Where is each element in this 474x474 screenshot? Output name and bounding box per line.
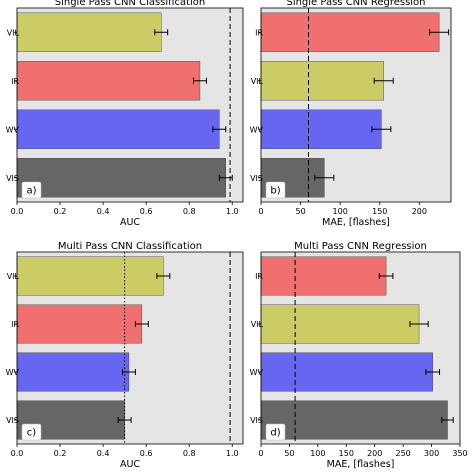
y-tick-label-wv: WV: [6, 125, 20, 134]
x-tick-label: 100: [333, 207, 348, 216]
x-tick-label: 0.2: [54, 207, 67, 216]
y-tick-label-vis: VIS: [6, 174, 19, 183]
x-tick-label: 350: [452, 449, 467, 458]
y-tick-label-wv: WV: [250, 125, 264, 134]
x-tick-label: 0.0: [11, 449, 24, 458]
bar-ir: [260, 256, 387, 296]
x-tick-label: 0.6: [140, 207, 153, 216]
bar-wv: [260, 109, 382, 149]
panel-label: c): [27, 428, 36, 439]
y-tick-label-ir: IR: [255, 272, 263, 281]
x-tick-label: 0.0: [11, 207, 24, 216]
x-tick-label: 300: [424, 449, 439, 458]
x-tick-label: 150: [339, 449, 354, 458]
panel-label: d): [270, 428, 280, 439]
x-tick-label: 200: [412, 207, 427, 216]
x-axis-label: AUC: [120, 217, 140, 228]
bar-vil: [16, 12, 162, 52]
panel-label-box: [21, 181, 42, 199]
x-tick-label: 0.8: [183, 207, 196, 216]
x-tick-label: 0: [258, 207, 263, 216]
x-axis-label: MAE, [flashes]: [322, 217, 390, 228]
chart-title: Multi Pass CNN Classification: [58, 241, 202, 252]
y-tick-label-vis: VIS: [250, 416, 263, 425]
chart-title: Single Pass CNN Regression: [286, 0, 425, 8]
y-tick-label-vis: VIS: [6, 416, 19, 425]
bar-vis: [16, 158, 226, 198]
x-tick-label: 0.8: [183, 449, 196, 458]
x-tick-label: 100: [310, 449, 325, 458]
bar-ir: [260, 12, 440, 52]
x-tick-label: 200: [367, 449, 382, 458]
x-tick-label: 1.0: [226, 449, 239, 458]
y-tick-label-vil: VIL: [7, 28, 20, 37]
bar-vil: [260, 61, 384, 101]
y-tick-label-vil: VIL: [251, 77, 264, 86]
bar-vil: [16, 256, 164, 296]
y-tick-label-ir: IR: [11, 77, 19, 86]
panel-multi-pass-classification: Multi Pass CNN Classification VIL IR WV VIS 0…: [6, 241, 244, 470]
panel-label-box: [21, 423, 42, 441]
bar-wv: [16, 109, 220, 149]
x-tick-label: 50: [284, 449, 294, 458]
x-tick-label: 0.2: [54, 449, 67, 458]
panel-label-box: [265, 181, 286, 199]
x-tick-label: 0: [258, 449, 263, 458]
axes-frame: [260, 251, 461, 445]
bar-ir: [16, 304, 143, 344]
bar-wv: [260, 352, 433, 392]
chart-title: Multi Pass CNN Regression: [294, 241, 427, 252]
y-tick-label-ir: IR: [11, 320, 19, 329]
y-tick-label-wv: WV: [250, 368, 264, 377]
panel-label-box: [265, 423, 286, 441]
x-tick-label: 0.4: [97, 449, 110, 458]
x-tick-label: 1.0: [226, 207, 239, 216]
x-tick-label: 150: [372, 207, 387, 216]
y-tick-label-vil: VIL: [251, 320, 264, 329]
axes-frame: [16, 7, 244, 203]
chart-title: Single Pass CNN Classification: [55, 0, 206, 8]
panel-label: b): [270, 186, 280, 197]
bar-vil: [260, 304, 420, 344]
x-tick-label: 0.6: [140, 449, 153, 458]
y-tick-label-vis: VIS: [250, 174, 263, 183]
x-tick-label: 50: [295, 207, 305, 216]
x-axis-label: MAE, [flashes]: [327, 459, 395, 470]
y-tick-label-wv: WV: [6, 368, 20, 377]
x-axis-label: AUC: [120, 459, 140, 470]
x-tick-label: 0.4: [97, 207, 110, 216]
y-tick-label-ir: IR: [255, 28, 263, 37]
axes-frame: [260, 7, 452, 203]
bar-wv: [16, 352, 130, 392]
x-tick-label: 250: [396, 449, 411, 458]
panel-single-pass-regression: Single Pass CNN Regression IR VIL WV VIS 0 50 1…: [250, 0, 452, 228]
panel-single-pass-classification: Single Pass CNN Classification VIL IR WV VIS…: [6, 0, 244, 228]
panel-label: a): [26, 186, 36, 197]
axes-frame: [16, 251, 244, 445]
bar-ir: [16, 61, 201, 101]
panel-multi-pass-regression: Multi Pass CNN Regression IR VIL WV VIS 0 50 10…: [250, 241, 468, 470]
y-tick-label-vil: VIL: [7, 272, 20, 281]
bar-vis: [260, 400, 448, 440]
